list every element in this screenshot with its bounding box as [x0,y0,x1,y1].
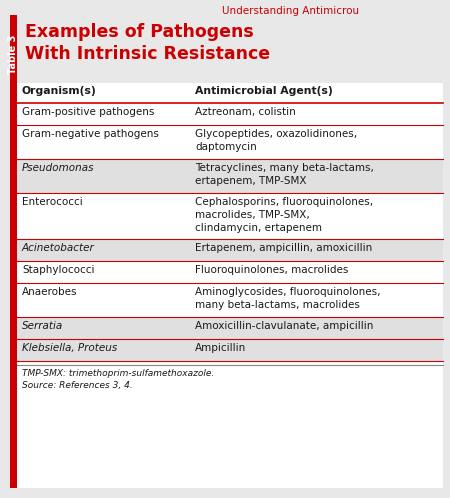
Text: Table 3: Table 3 [9,35,18,74]
Bar [17,261,443,283]
Text: Staphylococci: Staphylococci [22,265,94,275]
Text: Amoxicillin-clavulanate, ampicillin: Amoxicillin-clavulanate, ampicillin [195,321,374,331]
Text: Aminoglycosides, fluoroquinolones,
many beta-lactams, macrolides: Aminoglycosides, fluoroquinolones, many … [195,287,381,310]
Text: Serratia: Serratia [22,321,63,331]
Text: Acinetobacter: Acinetobacter [22,243,95,253]
Bar [17,159,443,193]
Bar [17,339,443,361]
Text: Pseudomonas: Pseudomonas [22,163,94,173]
Bar [17,317,443,339]
Text: TMP-SMX: trimethoprim-sulfamethoxazole.: TMP-SMX: trimethoprim-sulfamethoxazole. [22,369,214,378]
Text: Glycopeptides, oxazolidinones,
daptomycin: Glycopeptides, oxazolidinones, daptomyci… [195,129,357,152]
Text: Gram-positive pathogens: Gram-positive pathogens [22,107,154,117]
Text: Ertapenem, ampicillin, amoxicillin: Ertapenem, ampicillin, amoxicillin [195,243,372,253]
Text: Fluoroquinolones, macrolides: Fluoroquinolones, macrolides [195,265,348,275]
Text: Ampicillin: Ampicillin [195,343,246,353]
Text: Anaerobes: Anaerobes [22,287,77,297]
Text: Cephalosporins, fluoroquinolones,
macrolides, TMP-SMX,
clindamycin, ertapenem: Cephalosporins, fluoroquinolones, macrol… [195,197,373,233]
Text: With Intrinsic Resistance: With Intrinsic Resistance [25,45,270,63]
Text: Examples of Pathogens: Examples of Pathogens [25,23,254,41]
Text: Organism(s): Organism(s) [22,86,97,96]
Bar [17,283,443,317]
Bar [17,15,443,83]
Bar [17,125,443,159]
Text: Gram-negative pathogens: Gram-negative pathogens [22,129,159,139]
Text: Tetracyclines, many beta-lactams,
ertapenem, TMP-SMX: Tetracyclines, many beta-lactams, ertape… [195,163,374,186]
Bar [17,103,443,125]
Bar [17,83,443,103]
Text: Source: References 3, 4.: Source: References 3, 4. [22,381,133,390]
Text: Understanding Antimicrou: Understanding Antimicrou [222,6,359,16]
Bar [17,239,443,261]
Text: Enterococci: Enterococci [22,197,83,207]
Bar [17,193,443,239]
Text: Klebsiella, Proteus: Klebsiella, Proteus [22,343,117,353]
Bar [10,15,17,488]
Text: Antimicrobial Agent(s): Antimicrobial Agent(s) [195,86,333,96]
Text: Aztreonam, colistin: Aztreonam, colistin [195,107,296,117]
